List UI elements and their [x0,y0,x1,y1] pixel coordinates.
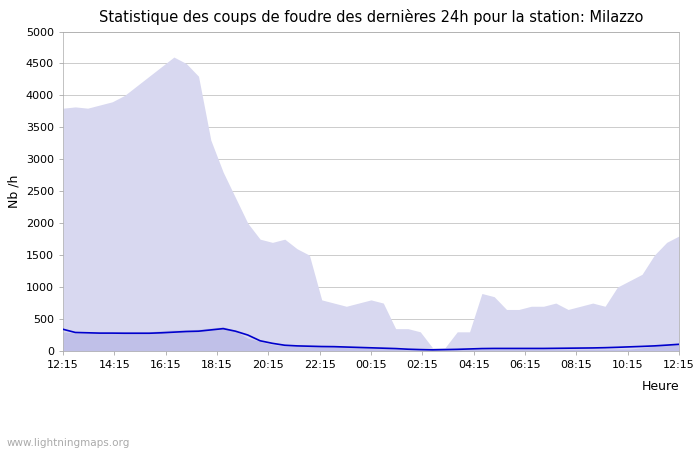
Y-axis label: Nb /h: Nb /h [7,175,20,208]
Text: www.lightningmaps.org: www.lightningmaps.org [7,438,130,448]
Title: Statistique des coups de foudre des dernières 24h pour la station: Milazzo: Statistique des coups de foudre des dern… [99,9,643,25]
Text: Heure: Heure [641,380,679,393]
